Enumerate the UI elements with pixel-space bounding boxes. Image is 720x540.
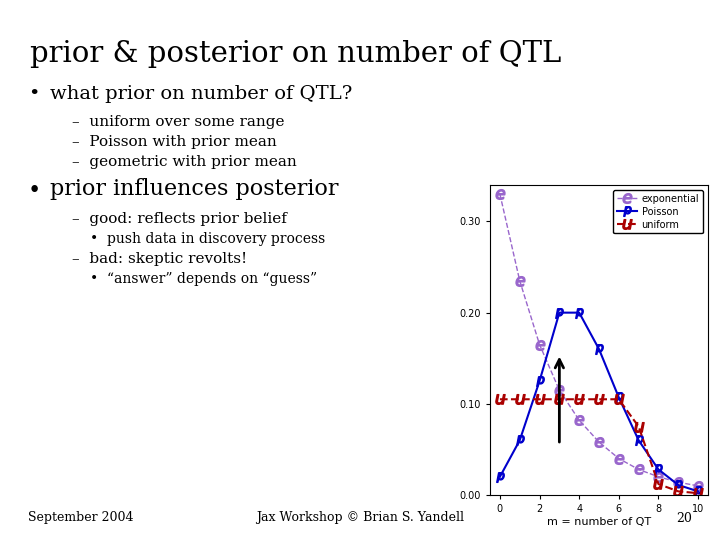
Line: uniform: uniform (495, 394, 703, 498)
Text: Jax Workshop © Brian S. Yandell: Jax Workshop © Brian S. Yandell (256, 511, 464, 524)
Line: Poisson: Poisson (495, 308, 703, 496)
Legend: exponential, Poisson, uniform: exponential, Poisson, uniform (613, 190, 703, 233)
uniform (614, 396, 623, 402)
Text: •: • (28, 85, 40, 103)
Text: what prior on number of QTL?: what prior on number of QTL? (50, 85, 352, 103)
Poisson (516, 437, 524, 443)
uniform (555, 396, 564, 402)
Text: 20: 20 (676, 511, 692, 524)
Text: September 2004: September 2004 (28, 511, 133, 524)
Poisson (634, 437, 643, 443)
Poisson (495, 474, 504, 480)
uniform (595, 396, 603, 402)
exponential (555, 387, 564, 393)
exponential (674, 479, 683, 485)
exponential (495, 191, 504, 197)
Poisson (614, 394, 623, 401)
Poisson (694, 488, 703, 495)
X-axis label: m = number of QT: m = number of QT (547, 517, 651, 527)
Poisson (575, 309, 583, 316)
uniform (634, 423, 643, 430)
Poisson (654, 466, 663, 472)
Text: •  “answer” depends on “guess”: • “answer” depends on “guess” (90, 272, 317, 286)
Text: –  geometric with prior mean: – geometric with prior mean (72, 155, 297, 169)
Line: exponential: exponential (495, 189, 703, 491)
uniform (654, 481, 663, 487)
exponential (634, 466, 643, 472)
uniform (674, 488, 683, 495)
Text: prior & posterior on number of QTL: prior & posterior on number of QTL (30, 40, 562, 68)
Text: –  good: reflects prior belief: – good: reflects prior belief (72, 212, 287, 226)
uniform (495, 396, 504, 402)
Poisson (674, 482, 683, 488)
exponential (575, 417, 583, 423)
Poisson (555, 309, 564, 316)
uniform (516, 396, 524, 402)
exponential (516, 278, 524, 284)
Text: –  Poisson with prior mean: – Poisson with prior mean (72, 135, 276, 149)
exponential (535, 341, 544, 348)
Text: •  push data in discovery process: • push data in discovery process (90, 232, 325, 246)
uniform (694, 490, 703, 496)
uniform (535, 396, 544, 402)
exponential (694, 483, 703, 489)
Text: •: • (28, 180, 41, 202)
exponential (654, 474, 663, 480)
Text: –  uniform over some range: – uniform over some range (72, 115, 284, 129)
Poisson (535, 378, 544, 384)
Poisson (595, 346, 603, 353)
exponential (595, 439, 603, 446)
Text: –  bad: skeptic revolts!: – bad: skeptic revolts! (72, 252, 247, 266)
exponential (614, 455, 623, 462)
Text: prior influences posterior: prior influences posterior (50, 178, 338, 200)
uniform (575, 396, 583, 402)
